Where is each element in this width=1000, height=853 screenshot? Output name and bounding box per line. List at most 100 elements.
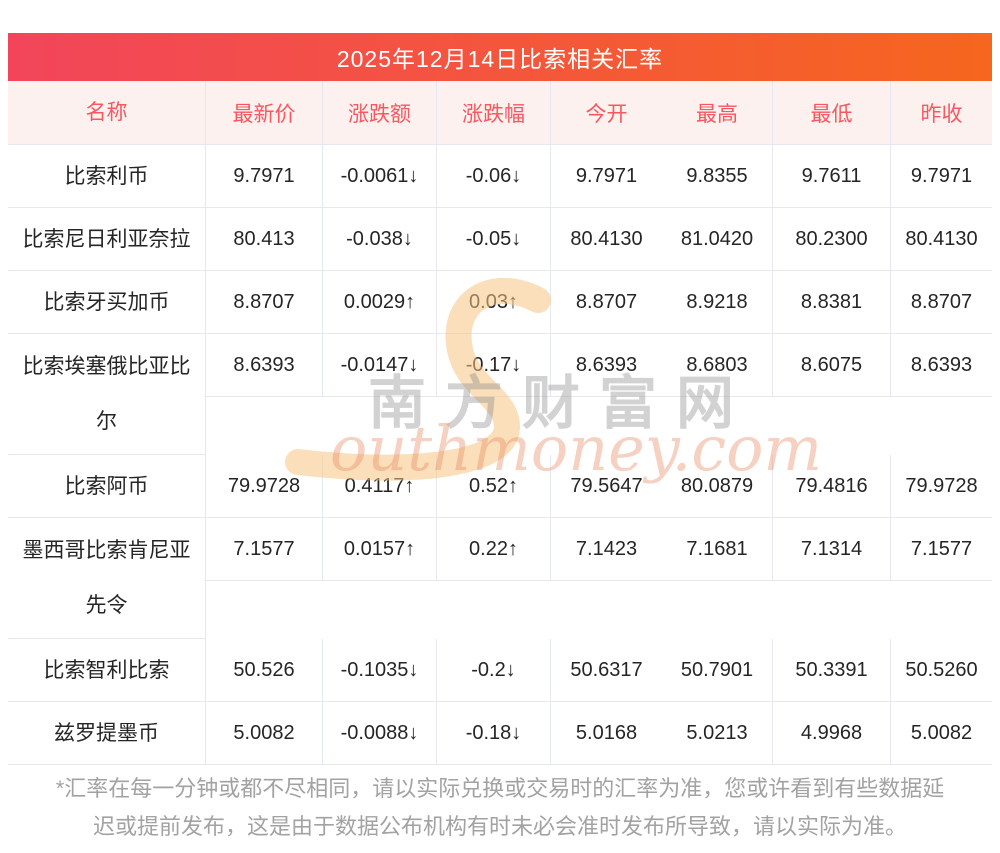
cell-prev_close: 9.7971	[890, 145, 992, 208]
table-row: 比索埃塞俄比亚比尔 8.6393 -0.0147↓ -0.17↓ 8.6393 8.680…	[8, 334, 992, 455]
table-row: 比索智利比索 50.526 -0.1035↓ -0.2↓ 50.6317 50.7901 5…	[8, 639, 992, 702]
cell-high: 9.8355	[662, 145, 772, 208]
cell-name: 比索利币	[8, 145, 206, 208]
column-header-4: 今开	[550, 81, 662, 145]
cell-change: 0.0157↑	[322, 518, 436, 581]
cell-change_pct: 0.52↑	[436, 455, 550, 518]
spacer-cell	[772, 581, 890, 639]
cell-name: 比索埃塞俄比亚比尔	[8, 334, 206, 455]
rates-table-body: 比索利币 9.7971 -0.0061↓ -0.06↓ 9.7971 9.8355 9.76…	[8, 145, 992, 765]
cell-prev_close: 8.6393	[890, 334, 992, 397]
cell-open: 8.8707	[550, 271, 662, 334]
column-header-1: 最新价	[206, 81, 322, 145]
cell-low: 9.7611	[772, 145, 890, 208]
cell-change_pct: -0.18↓	[436, 702, 550, 765]
cell-latest: 50.526	[206, 639, 322, 702]
cell-prev_close: 50.5260	[890, 639, 992, 702]
spacer-cell	[890, 581, 992, 639]
spacer-cell	[662, 397, 772, 455]
cell-change: -0.038↓	[322, 208, 436, 271]
cell-low: 8.6075	[772, 334, 890, 397]
cell-open: 80.4130	[550, 208, 662, 271]
cell-open: 7.1423	[550, 518, 662, 581]
cell-change_pct: -0.17↓	[436, 334, 550, 397]
cell-high: 5.0213	[662, 702, 772, 765]
spacer-cell	[322, 397, 436, 455]
column-header-5: 最高	[662, 81, 772, 145]
table-title: 2025年12月14日比索相关汇率	[8, 33, 992, 81]
cell-open: 50.6317	[550, 639, 662, 702]
column-header-2: 涨跌额	[322, 81, 436, 145]
cell-prev_close: 79.9728	[890, 455, 992, 518]
spacer-cell	[772, 397, 890, 455]
footnote-line-2: 迟或提前发布，这是由于数据公布机构有时未必会准时发布所导致，请以实际为准。	[92, 814, 907, 839]
cell-latest: 80.413	[206, 208, 322, 271]
footnote-line-1: *汇率在每一分钟或都不尽相同，请以实际兑换或交易时的汇率为准，您或许看到有些数据…	[55, 776, 945, 801]
table-row: 兹罗提墨币 5.0082 -0.0088↓ -0.18↓ 5.0168 5.0213 4.9…	[8, 702, 992, 765]
table-row: 比索牙买加币 8.8707 0.0029↑ 0.03↑ 8.8707 8.9218 8.83…	[8, 271, 992, 334]
spacer-cell	[550, 581, 662, 639]
spacer-cell	[662, 581, 772, 639]
spacer-cell	[206, 397, 322, 455]
cell-latest: 7.1577	[206, 518, 322, 581]
cell-high: 7.1681	[662, 518, 772, 581]
cell-change_pct: -0.06↓	[436, 145, 550, 208]
cell-name: 墨西哥比索肯尼亚先令	[8, 518, 206, 639]
cell-change: -0.1035↓	[322, 639, 436, 702]
cell-low: 79.4816	[772, 455, 890, 518]
cell-high: 50.7901	[662, 639, 772, 702]
footnote: *汇率在每一分钟或都不尽相同，请以实际兑换或交易时的汇率为准，您或许看到有些数据…	[0, 770, 1000, 846]
cell-latest: 8.6393	[206, 334, 322, 397]
cell-name: 比索牙买加币	[8, 271, 206, 334]
cell-latest: 9.7971	[206, 145, 322, 208]
rates-table: 名称 最新价 涨跌额 涨跌幅 今开 最高 最低 昨收 比索利币 9.7971 -0.0061↓ -0…	[8, 81, 992, 765]
cell-name: 比索阿币	[8, 455, 206, 518]
cell-latest: 5.0082	[206, 702, 322, 765]
cell-latest: 8.8707	[206, 271, 322, 334]
table-row: 比索尼日利亚奈拉 80.413 -0.038↓ -0.05↓ 80.4130 81.042…	[8, 208, 992, 271]
cell-name: 兹罗提墨币	[8, 702, 206, 765]
cell-high: 8.6803	[662, 334, 772, 397]
cell-change: 0.4117↑	[322, 455, 436, 518]
table-row: 比索阿币 79.9728 0.4117↑ 0.52↑ 79.5647 80.0879 79.…	[8, 455, 992, 518]
cell-low: 8.8381	[772, 271, 890, 334]
column-header-6: 最低	[772, 81, 890, 145]
cell-change: -0.0061↓	[322, 145, 436, 208]
table-row: 墨西哥比索肯尼亚先令 7.1577 0.0157↑ 0.22↑ 7.1423 7.1681…	[8, 518, 992, 639]
cell-change_pct: 0.22↑	[436, 518, 550, 581]
cell-low: 7.1314	[772, 518, 890, 581]
cell-prev_close: 8.8707	[890, 271, 992, 334]
column-header-0: 名称	[8, 81, 206, 145]
rates-table-card: 2025年12月14日比索相关汇率 名称 最新价 涨跌额 涨跌幅 今开 最高 最低 昨收 比索…	[8, 33, 992, 765]
table-header-row: 名称 最新价 涨跌额 涨跌幅 今开 最高 最低 昨收	[8, 81, 992, 145]
spacer-cell	[206, 581, 322, 639]
column-header-3: 涨跌幅	[436, 81, 550, 145]
cell-open: 9.7971	[550, 145, 662, 208]
cell-low: 4.9968	[772, 702, 890, 765]
spacer-cell	[436, 397, 550, 455]
spacer-cell	[436, 581, 550, 639]
cell-open: 79.5647	[550, 455, 662, 518]
spacer-cell	[550, 397, 662, 455]
cell-low: 50.3391	[772, 639, 890, 702]
cell-open: 5.0168	[550, 702, 662, 765]
cell-low: 80.2300	[772, 208, 890, 271]
cell-high: 80.0879	[662, 455, 772, 518]
cell-prev_close: 7.1577	[890, 518, 992, 581]
cell-latest: 79.9728	[206, 455, 322, 518]
cell-high: 81.0420	[662, 208, 772, 271]
cell-prev_close: 80.4130	[890, 208, 992, 271]
cell-change: -0.0088↓	[322, 702, 436, 765]
cell-name: 比索智利比索	[8, 639, 206, 702]
table-row: 比索利币 9.7971 -0.0061↓ -0.06↓ 9.7971 9.8355 9.76…	[8, 145, 992, 208]
column-header-7: 昨收	[890, 81, 992, 145]
cell-high: 8.9218	[662, 271, 772, 334]
spacer-cell	[322, 581, 436, 639]
cell-change_pct: 0.03↑	[436, 271, 550, 334]
cell-change_pct: -0.2↓	[436, 639, 550, 702]
cell-change_pct: -0.05↓	[436, 208, 550, 271]
cell-change: -0.0147↓	[322, 334, 436, 397]
cell-change: 0.0029↑	[322, 271, 436, 334]
cell-prev_close: 5.0082	[890, 702, 992, 765]
